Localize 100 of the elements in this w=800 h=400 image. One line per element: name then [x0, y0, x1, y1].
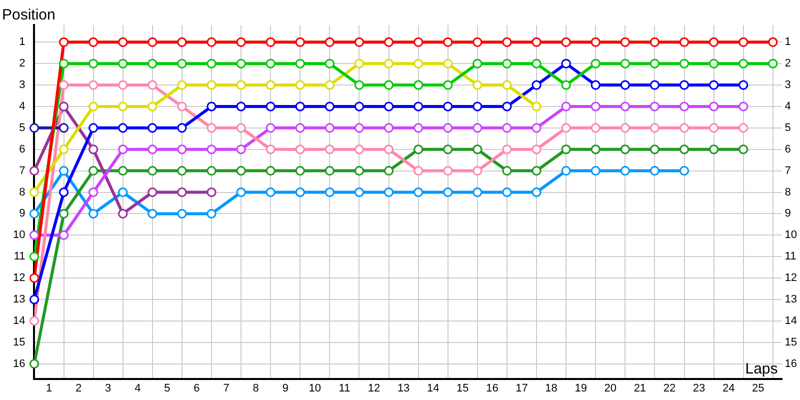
point	[148, 80, 158, 90]
point	[29, 166, 39, 176]
y2-tick-label: 2	[784, 58, 791, 70]
point	[59, 80, 69, 90]
point	[502, 123, 512, 133]
point	[118, 102, 128, 112]
point	[709, 58, 719, 68]
point	[738, 37, 748, 47]
y-tick-label: 9	[19, 208, 26, 220]
y2-tick-label: 8	[784, 186, 791, 198]
point	[177, 58, 187, 68]
point	[414, 144, 424, 154]
point	[384, 58, 394, 68]
point	[324, 102, 334, 112]
point	[680, 58, 690, 68]
y2-tick-label: 5	[784, 122, 791, 134]
point	[295, 80, 305, 90]
point	[148, 166, 158, 176]
point	[620, 102, 630, 112]
point	[177, 80, 187, 90]
x-tick-label: 13	[397, 382, 410, 394]
point	[443, 166, 453, 176]
x-tick-label: 11	[338, 382, 350, 394]
point	[148, 102, 158, 112]
y2-tick-label: 1	[784, 36, 791, 48]
point	[118, 37, 128, 47]
point	[532, 188, 542, 197]
point	[532, 166, 542, 176]
point	[148, 58, 158, 68]
y-tick-label: 10	[12, 229, 26, 242]
point	[177, 166, 187, 176]
point	[295, 123, 305, 133]
point	[590, 102, 600, 112]
point	[709, 144, 719, 154]
point	[59, 188, 69, 197]
point	[709, 80, 719, 90]
point	[532, 37, 542, 47]
point	[472, 188, 482, 197]
point	[59, 37, 69, 47]
y-tick-label: 8	[19, 186, 26, 198]
point	[206, 123, 216, 133]
y-tick-label: 12	[12, 272, 26, 284]
point	[532, 123, 542, 133]
point	[738, 80, 748, 90]
point	[650, 37, 660, 47]
point	[650, 166, 660, 176]
point	[266, 102, 276, 112]
point	[561, 144, 571, 154]
point	[590, 166, 600, 176]
x-tick-label: 6	[194, 382, 200, 394]
point	[443, 188, 453, 197]
y2-tick-label: 16	[784, 358, 798, 370]
point	[472, 144, 482, 154]
point	[709, 37, 719, 47]
point	[443, 123, 453, 133]
x-tick-label: 9	[282, 382, 288, 394]
x-tick-label: 20	[604, 382, 617, 394]
point	[236, 80, 246, 90]
point	[620, 37, 630, 47]
x-tick-label: 16	[486, 382, 498, 394]
point	[148, 188, 158, 197]
point	[295, 144, 305, 154]
point	[59, 102, 69, 112]
point	[324, 166, 334, 176]
x-tick-label: 24	[722, 382, 735, 394]
point	[502, 80, 512, 90]
point	[88, 80, 98, 90]
point	[88, 123, 98, 133]
point	[472, 123, 482, 133]
point	[620, 144, 630, 154]
point	[354, 166, 364, 176]
point	[118, 58, 128, 68]
point	[177, 188, 187, 197]
y-tick-label: 4	[19, 100, 26, 113]
point	[561, 37, 571, 47]
y-tick-label: 2	[19, 58, 26, 70]
point	[266, 58, 276, 68]
point	[295, 58, 305, 68]
point	[738, 144, 748, 154]
point	[324, 58, 334, 68]
y-tick-label: 14	[12, 314, 26, 327]
point	[177, 208, 187, 218]
point	[650, 144, 660, 154]
point	[177, 37, 187, 47]
point	[561, 166, 571, 176]
point	[443, 37, 453, 47]
point	[148, 123, 158, 133]
point	[236, 166, 246, 176]
point	[236, 58, 246, 68]
point	[443, 144, 453, 154]
point	[414, 123, 424, 133]
point	[118, 208, 128, 218]
point	[266, 37, 276, 47]
point	[620, 80, 630, 90]
point	[118, 188, 128, 197]
point	[502, 188, 512, 197]
point	[88, 144, 98, 154]
point	[59, 58, 69, 68]
point	[236, 144, 246, 154]
point	[324, 37, 334, 47]
